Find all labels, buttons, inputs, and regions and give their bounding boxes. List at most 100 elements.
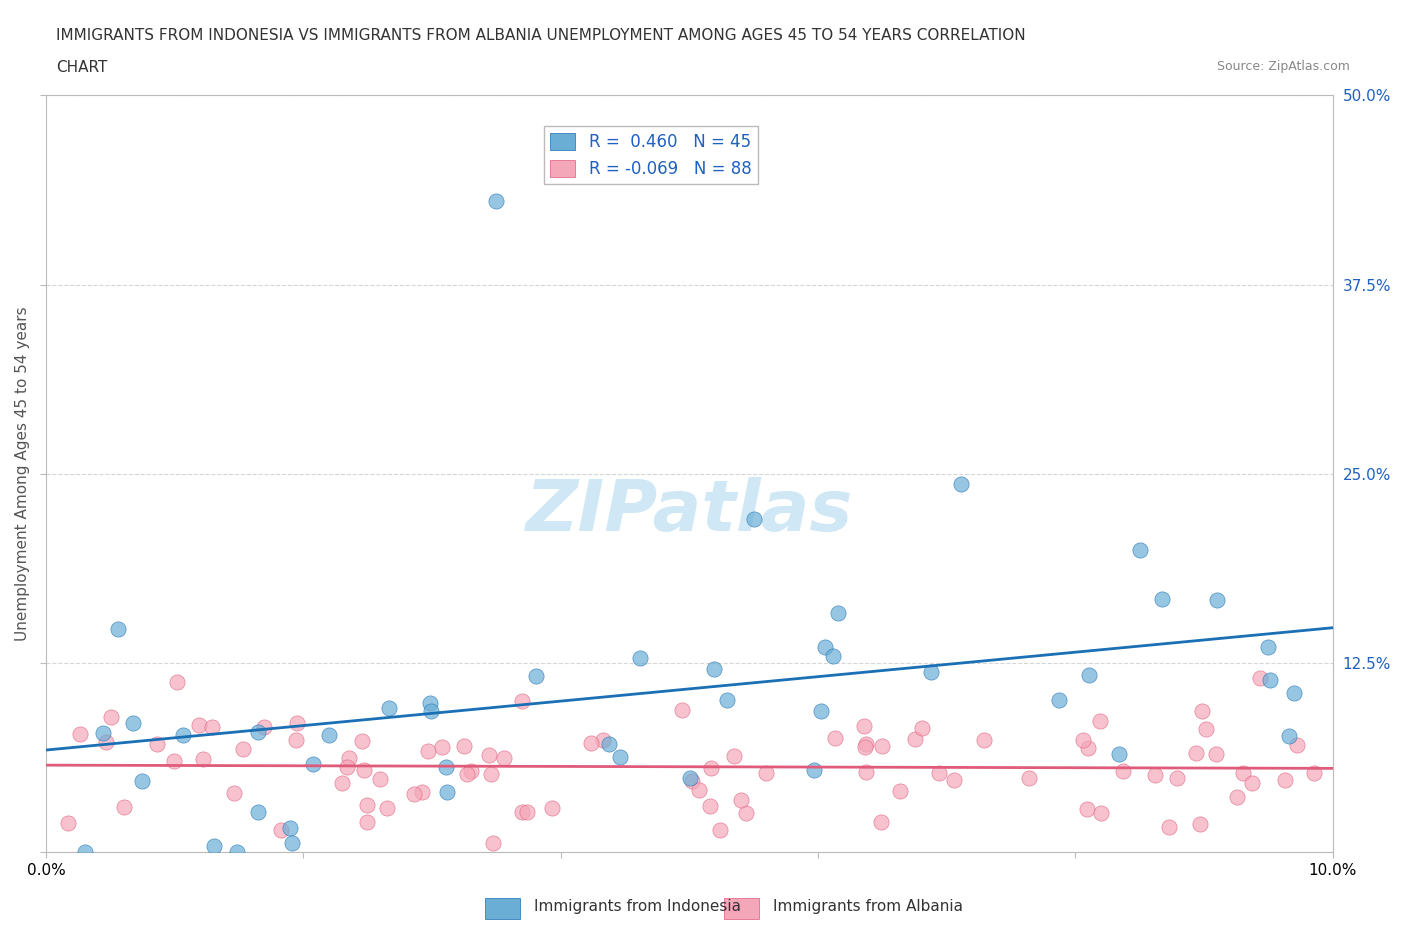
Point bbox=[803, 763, 825, 777]
Point bbox=[368, 772, 391, 787]
Point bbox=[478, 747, 501, 762]
Point bbox=[270, 823, 292, 838]
Point bbox=[492, 751, 515, 766]
Text: Immigrants from Indonesia: Immigrants from Indonesia bbox=[534, 899, 741, 914]
Point bbox=[827, 606, 849, 621]
Point bbox=[730, 792, 752, 807]
Point bbox=[285, 716, 308, 731]
Point bbox=[94, 735, 117, 750]
Point bbox=[75, 845, 97, 860]
Point bbox=[1129, 542, 1152, 557]
Legend: R =  0.460   N = 45, R = -0.069   N = 88: R = 0.460 N = 45, R = -0.069 N = 88 bbox=[544, 126, 758, 184]
Point bbox=[350, 734, 373, 749]
Point bbox=[1249, 671, 1271, 685]
Point bbox=[336, 760, 359, 775]
Point bbox=[709, 823, 731, 838]
Point bbox=[411, 784, 433, 799]
Point bbox=[460, 764, 482, 778]
Point bbox=[814, 639, 837, 654]
Y-axis label: Unemployment Among Ages 45 to 54 years: Unemployment Among Ages 45 to 54 years bbox=[15, 307, 30, 641]
Point bbox=[853, 739, 876, 754]
Point bbox=[456, 766, 478, 781]
Text: Immigrants from Albania: Immigrants from Albania bbox=[773, 899, 963, 914]
Point bbox=[1226, 790, 1249, 804]
Point bbox=[172, 728, 194, 743]
Point bbox=[510, 804, 533, 819]
Point bbox=[869, 815, 891, 830]
Point bbox=[193, 751, 215, 766]
Point bbox=[112, 800, 135, 815]
Point bbox=[821, 649, 844, 664]
Point bbox=[453, 738, 475, 753]
Point bbox=[688, 782, 710, 797]
Point bbox=[107, 621, 129, 636]
Point bbox=[69, 726, 91, 741]
Point bbox=[1303, 765, 1326, 780]
Point bbox=[943, 773, 966, 788]
Point bbox=[337, 751, 360, 765]
Point bbox=[246, 804, 269, 819]
Point bbox=[1090, 805, 1112, 820]
Point bbox=[377, 701, 399, 716]
Point bbox=[1195, 722, 1218, 737]
Point bbox=[56, 816, 79, 830]
Point bbox=[318, 727, 340, 742]
Point bbox=[232, 742, 254, 757]
Point bbox=[949, 476, 972, 491]
Point bbox=[824, 731, 846, 746]
Text: CHART: CHART bbox=[56, 60, 108, 75]
Point bbox=[920, 664, 942, 679]
Point bbox=[1088, 713, 1111, 728]
Point bbox=[1047, 692, 1070, 707]
Point bbox=[973, 732, 995, 747]
Point bbox=[516, 804, 538, 819]
Point bbox=[1144, 767, 1167, 782]
Point bbox=[1018, 770, 1040, 785]
Point bbox=[540, 801, 562, 816]
Point bbox=[524, 669, 547, 684]
Point bbox=[420, 703, 443, 718]
Point bbox=[377, 801, 399, 816]
Point bbox=[700, 761, 723, 776]
Point bbox=[679, 770, 702, 785]
Point bbox=[485, 194, 508, 209]
Point bbox=[281, 835, 304, 850]
Point bbox=[628, 651, 651, 666]
Point bbox=[356, 815, 378, 830]
Point bbox=[855, 764, 877, 779]
Point bbox=[1241, 776, 1264, 790]
Point bbox=[1157, 819, 1180, 834]
Text: IMMIGRANTS FROM INDONESIA VS IMMIGRANTS FROM ALBANIA UNEMPLOYMENT AMONG AGES 45 : IMMIGRANTS FROM INDONESIA VS IMMIGRANTS … bbox=[56, 28, 1026, 43]
Point bbox=[202, 838, 225, 853]
Point bbox=[699, 799, 721, 814]
Point bbox=[810, 703, 832, 718]
Point bbox=[222, 786, 245, 801]
Point bbox=[330, 776, 353, 790]
Point bbox=[1285, 737, 1308, 752]
Point bbox=[436, 760, 458, 775]
Point bbox=[928, 765, 950, 780]
Point bbox=[1077, 668, 1099, 683]
Point bbox=[755, 765, 778, 780]
Point bbox=[703, 662, 725, 677]
Point bbox=[1112, 764, 1135, 778]
Point bbox=[1284, 685, 1306, 700]
Point bbox=[280, 820, 302, 835]
Point bbox=[253, 720, 276, 735]
Point bbox=[911, 721, 934, 736]
Point bbox=[1191, 704, 1213, 719]
Point bbox=[482, 835, 505, 850]
Point bbox=[598, 737, 620, 751]
Point bbox=[416, 744, 439, 759]
Point bbox=[100, 710, 122, 724]
Point bbox=[889, 784, 911, 799]
Point bbox=[353, 763, 375, 777]
Point bbox=[742, 512, 765, 526]
Point bbox=[671, 702, 693, 717]
Point bbox=[419, 695, 441, 710]
Point bbox=[1189, 817, 1212, 831]
Point bbox=[592, 733, 614, 748]
Point bbox=[402, 787, 425, 802]
Point bbox=[1258, 673, 1281, 688]
Point bbox=[1071, 733, 1094, 748]
